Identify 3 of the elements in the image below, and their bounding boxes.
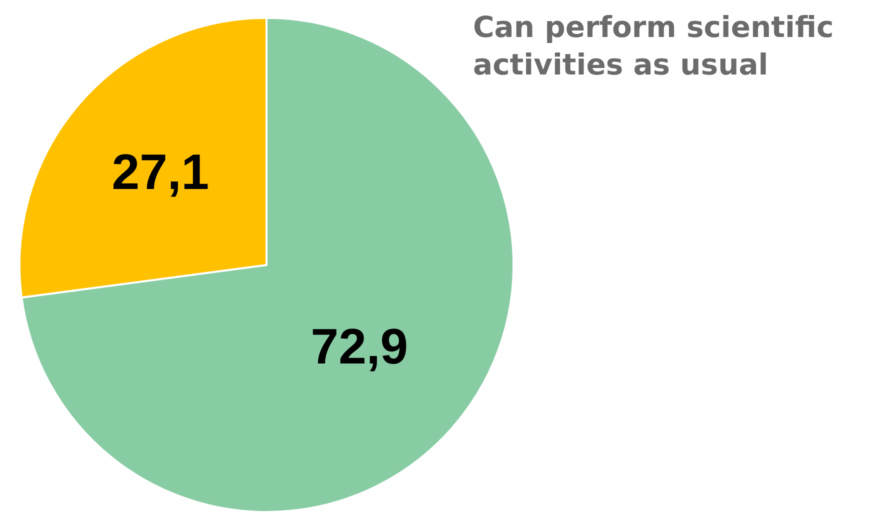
data-label: 72,9: [310, 318, 408, 374]
data-label: 27,1: [112, 144, 210, 200]
text: Can perform scientific activities as usual: [473, 10, 834, 82]
